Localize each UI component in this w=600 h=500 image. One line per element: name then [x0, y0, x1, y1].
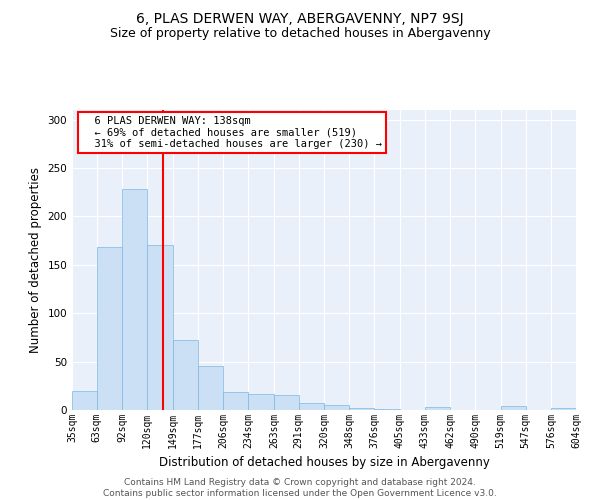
Bar [248, 394, 274, 410]
Bar [551, 408, 576, 410]
Bar [425, 407, 450, 410]
Text: Size of property relative to detached houses in Abergavenny: Size of property relative to detached ho… [110, 28, 490, 40]
Bar [173, 340, 198, 410]
Bar [274, 394, 299, 410]
Bar [349, 408, 374, 410]
Bar [501, 406, 526, 410]
Bar [72, 390, 97, 410]
X-axis label: Distribution of detached houses by size in Abergavenny: Distribution of detached houses by size … [158, 456, 490, 469]
Y-axis label: Number of detached properties: Number of detached properties [29, 167, 42, 353]
Bar [223, 392, 248, 410]
Bar [198, 366, 223, 410]
Text: Contains HM Land Registry data © Crown copyright and database right 2024.: Contains HM Land Registry data © Crown c… [124, 478, 476, 487]
Bar [147, 246, 173, 410]
Text: 6 PLAS DERWEN WAY: 138sqm
  ← 69% of detached houses are smaller (519)
  31% of : 6 PLAS DERWEN WAY: 138sqm ← 69% of detac… [82, 116, 382, 149]
Bar [374, 409, 400, 410]
Bar [325, 405, 349, 410]
Bar [299, 403, 325, 410]
Text: Contains public sector information licensed under the Open Government Licence v3: Contains public sector information licen… [103, 490, 497, 498]
Text: 6, PLAS DERWEN WAY, ABERGAVENNY, NP7 9SJ: 6, PLAS DERWEN WAY, ABERGAVENNY, NP7 9SJ [136, 12, 464, 26]
Bar [122, 190, 147, 410]
Bar [97, 248, 122, 410]
